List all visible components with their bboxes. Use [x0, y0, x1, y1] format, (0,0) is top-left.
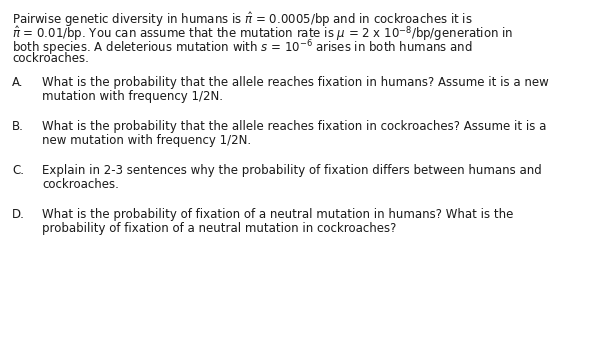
Text: mutation with frequency 1/2N.: mutation with frequency 1/2N.: [42, 90, 223, 103]
Text: B.: B.: [12, 120, 24, 133]
Text: cockroaches.: cockroaches.: [12, 52, 89, 65]
Text: new mutation with frequency 1/2N.: new mutation with frequency 1/2N.: [42, 134, 251, 147]
Text: What is the probability that the allele reaches fixation in cockroaches? Assume : What is the probability that the allele …: [42, 120, 547, 133]
Text: D.: D.: [12, 208, 25, 221]
Text: What is the probability that the allele reaches fixation in humans? Assume it is: What is the probability that the allele …: [42, 76, 549, 89]
Text: C.: C.: [12, 164, 24, 177]
Text: Pairwise genetic diversity in humans is $\hat{\pi}$ = 0.0005/bp and in cockroach: Pairwise genetic diversity in humans is …: [12, 10, 473, 29]
Text: A.: A.: [12, 76, 24, 89]
Text: Explain in 2-3 sentences why the probability of fixation differs between humans : Explain in 2-3 sentences why the probabi…: [42, 164, 542, 177]
Text: What is the probability of fixation of a neutral mutation in humans? What is the: What is the probability of fixation of a…: [42, 208, 514, 221]
Text: both species. A deleterious mutation with $s$ = 10$^{-6}$ arises in both humans : both species. A deleterious mutation wit…: [12, 38, 473, 58]
Text: probability of fixation of a neutral mutation in cockroaches?: probability of fixation of a neutral mut…: [42, 222, 396, 235]
Text: $\hat{\pi}$ = 0.01/bp. You can assume that the mutation rate is $\mu$ = 2 x 10$^: $\hat{\pi}$ = 0.01/bp. You can assume th…: [12, 24, 514, 43]
Text: cockroaches.: cockroaches.: [42, 178, 119, 191]
